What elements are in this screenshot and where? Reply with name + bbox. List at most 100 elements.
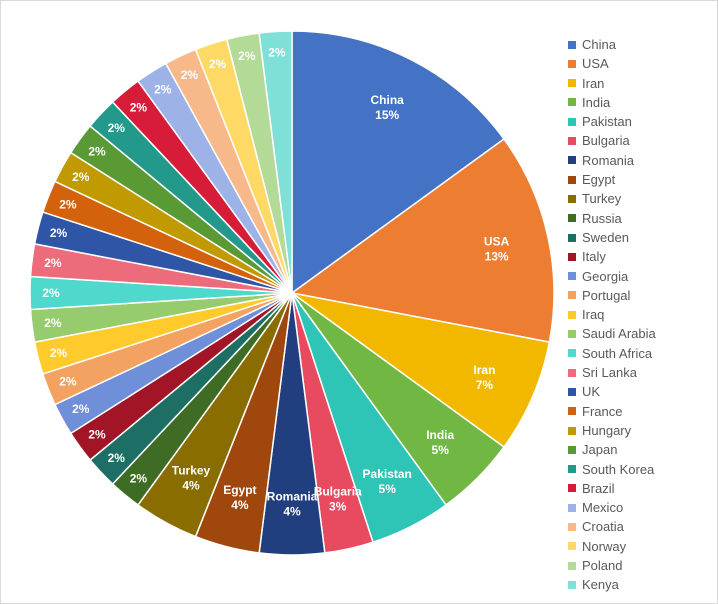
legend-label: UK xyxy=(582,384,601,400)
legend-item-japan: Japan xyxy=(568,440,656,459)
legend-swatch xyxy=(568,59,576,68)
data-label-turkey: Turkey 4% xyxy=(172,464,211,493)
legend-label: Bulgaria xyxy=(582,133,630,149)
data-label-russia: 2% xyxy=(130,472,148,486)
data-label-sri-lanka: 2% xyxy=(44,256,62,270)
legend-item-portugal: Portugal xyxy=(568,286,656,305)
data-label-india: India 5% xyxy=(426,428,454,457)
legend-label: Russia xyxy=(582,210,622,226)
pie-slice-china xyxy=(291,30,506,295)
legend-label: France xyxy=(582,403,623,419)
legend-swatch xyxy=(568,233,576,242)
data-label-japan: 2% xyxy=(88,144,106,158)
legend-item-egypt: Egypt xyxy=(568,170,656,189)
pie-slices xyxy=(29,30,555,556)
legend-label: Hungary xyxy=(582,422,632,438)
data-label-croatia: 2% xyxy=(181,68,199,82)
pie-slice-iran xyxy=(291,292,551,449)
legend-label: Saudi Arabia xyxy=(582,326,656,342)
data-label-poland: 2% xyxy=(238,49,256,63)
legend-label: Iran xyxy=(582,75,605,91)
legend-item-mexico: Mexico xyxy=(568,498,656,517)
legend-item-sri-lanka: Sri Lanka xyxy=(568,363,656,382)
legend-item-saudi-arabia: Saudi Arabia xyxy=(568,324,656,343)
data-label-sweden: 2% xyxy=(108,451,126,465)
legend-item-georgia: Georgia xyxy=(568,267,656,286)
legend-item-iran: Iran xyxy=(568,74,656,93)
legend-swatch xyxy=(568,445,576,454)
legend-label: Turkey xyxy=(582,191,622,207)
legend-swatch xyxy=(568,368,576,377)
data-label-kenya: 2% xyxy=(268,45,286,59)
legend-item-pakistan: Pakistan xyxy=(568,112,656,131)
legend-item-south-africa: South Africa xyxy=(568,344,656,363)
legend-label: Pakistan xyxy=(582,114,632,130)
data-label-france: 2% xyxy=(59,197,77,211)
legend-item-south-korea: South Korea xyxy=(568,460,656,479)
legend-label: Egypt xyxy=(582,172,616,188)
legend-item-france: France xyxy=(568,402,656,421)
legend-swatch xyxy=(568,407,576,416)
legend-swatch xyxy=(568,522,576,531)
legend-item-sweden: Sweden xyxy=(568,228,656,247)
legend-label: South Korea xyxy=(582,461,655,477)
legend-item-italy: Italy xyxy=(568,247,656,266)
legend-label: Sri Lanka xyxy=(582,365,637,381)
legend-item-romania: Romania xyxy=(568,151,656,170)
legend-swatch xyxy=(568,465,576,474)
legend-label: Romania xyxy=(582,152,635,168)
legend-swatch xyxy=(568,214,576,223)
data-label-saudi-arabia: 2% xyxy=(44,316,62,330)
data-label-bulgaria: Bulgaria 3% xyxy=(314,485,362,514)
data-label-romania: Romania 4% xyxy=(267,490,318,519)
data-label-hungary: 2% xyxy=(72,170,90,184)
legend-label: USA xyxy=(582,56,609,72)
data-label-portugal: 2% xyxy=(59,375,77,389)
legend-swatch xyxy=(568,272,576,281)
data-label-brazil: 2% xyxy=(130,100,148,114)
legend-label: Brazil xyxy=(582,480,615,496)
legend-swatch xyxy=(568,387,576,396)
data-label-italy: 2% xyxy=(88,428,106,442)
pie-slice-usa xyxy=(290,137,555,343)
legend-swatch xyxy=(568,349,576,358)
legend-item-kenya: Kenya xyxy=(568,575,656,594)
legend-item-iraq: Iraq xyxy=(568,305,656,324)
legend-label: Italy xyxy=(582,249,606,265)
legend-swatch xyxy=(568,580,576,589)
legend-label: Georgia xyxy=(582,268,629,284)
legend-label: Iraq xyxy=(582,307,605,323)
legend-swatch xyxy=(568,194,576,203)
legend-label: Kenya xyxy=(582,577,619,593)
pie-slice-kenya xyxy=(258,30,293,294)
legend-swatch xyxy=(568,98,576,107)
data-label-uk: 2% xyxy=(50,226,68,240)
legend-label: Japan xyxy=(582,442,618,458)
legend-swatch xyxy=(568,426,576,435)
data-label-pakistan: Pakistan 5% xyxy=(363,467,412,496)
legend-swatch xyxy=(568,291,576,300)
legend-label: South Africa xyxy=(582,345,653,361)
legend-swatch xyxy=(568,561,576,570)
legend-label: Poland xyxy=(582,558,623,574)
data-label-georgia: 2% xyxy=(72,402,90,416)
legend-swatch xyxy=(568,79,576,88)
legend-swatch xyxy=(568,503,576,512)
legend-swatch xyxy=(568,137,576,146)
legend-item-uk: UK xyxy=(568,382,656,401)
legend-item-brazil: Brazil xyxy=(568,479,656,498)
legend-swatch xyxy=(568,330,576,339)
legend-swatch xyxy=(568,40,576,49)
legend-swatch xyxy=(568,252,576,261)
legend-label: India xyxy=(582,94,611,110)
legend-item-russia: Russia xyxy=(568,209,656,228)
legend-swatch xyxy=(568,484,576,493)
legend-label: Sweden xyxy=(582,229,629,245)
legend-item-hungary: Hungary xyxy=(568,421,656,440)
data-label-egypt: Egypt 4% xyxy=(223,483,256,512)
data-label-iran: Iran 7% xyxy=(473,363,495,392)
legend-swatch xyxy=(568,156,576,165)
legend-item-india: India xyxy=(568,93,656,112)
data-label-iraq: 2% xyxy=(50,346,68,360)
